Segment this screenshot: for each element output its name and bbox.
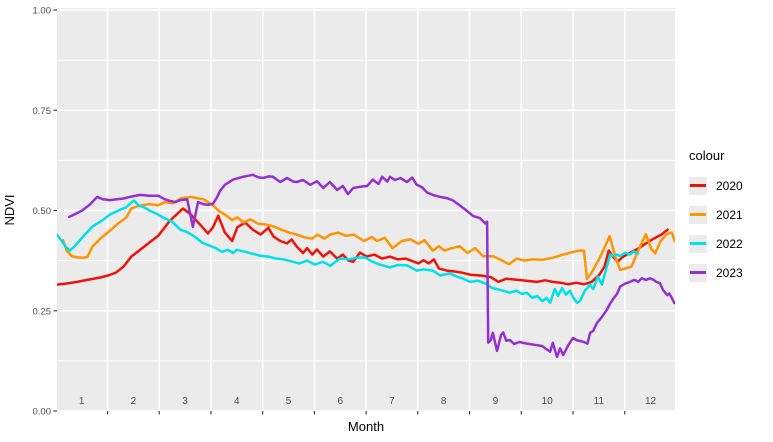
legend-item-2020: 2020 (689, 171, 743, 200)
legend-item-label: 2023 (716, 265, 743, 280)
legend-item-label: 2022 (716, 236, 743, 251)
legend-key-line (690, 271, 706, 274)
x-axis-title: Month (347, 419, 385, 434)
legend-key-swatch (689, 263, 707, 282)
y-tick-label: 0.00 (33, 407, 52, 418)
series-line-2021 (61, 195, 675, 280)
x-tick-label: 12 (645, 396, 657, 407)
legend-key-swatch (689, 176, 707, 195)
legend-item-label: 2021 (716, 207, 743, 222)
legend-key-line (690, 184, 706, 187)
x-tick-label: 10 (542, 396, 554, 407)
x-tick-label: 4 (234, 396, 240, 407)
x-tick-label: 11 (594, 396, 605, 407)
legend-title: colour (689, 148, 725, 163)
series-line-2022 (57, 199, 640, 304)
x-tick-label: 6 (337, 396, 343, 407)
legend-key-line (690, 213, 706, 216)
legend-item-2021: 2021 (689, 200, 743, 229)
x-tick-label: 7 (389, 396, 395, 407)
legend-items: 2020 2021 2022 2023 (689, 171, 743, 287)
legend-item-label: 2020 (716, 178, 743, 193)
y-axis-title: NDVI (2, 194, 17, 226)
y-tick-label: 0.50 (33, 206, 52, 217)
x-tick-label: 3 (182, 396, 188, 407)
y-tick-label: 0.25 (33, 306, 52, 317)
legend-item-2023: 2023 (689, 258, 743, 287)
y-tick-label: 0.75 (33, 106, 52, 117)
y-tick-label: 1.00 (33, 6, 52, 17)
x-tick-label: 2 (131, 396, 137, 407)
legend-key-swatch (689, 234, 707, 253)
x-tick-label: 5 (286, 396, 292, 407)
legend-key-swatch (689, 205, 707, 224)
x-tick-label: 1 (79, 396, 85, 407)
series-line-2020 (57, 207, 669, 286)
legend-key-line (690, 242, 706, 245)
legend-item-2022: 2022 (689, 229, 743, 258)
series-line-2023 (67, 173, 675, 359)
x-tick-label: 9 (493, 396, 499, 407)
legend: colour 2020 2021 2022 2023 (689, 148, 743, 287)
x-tick-label: 8 (441, 396, 447, 407)
